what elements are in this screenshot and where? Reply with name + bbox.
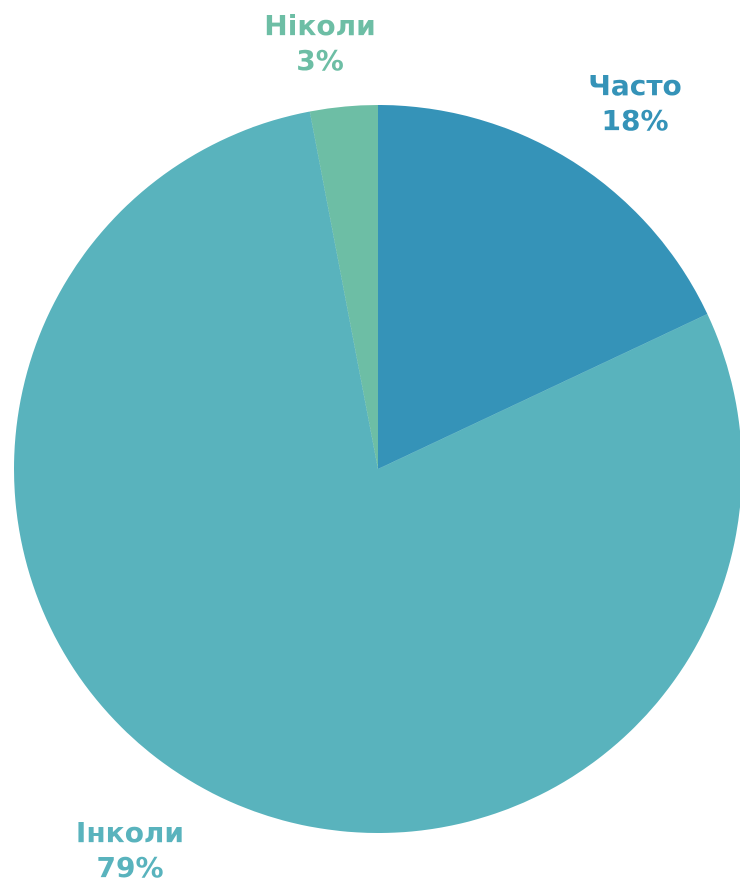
slice-label-inkoly: Інколи 79%: [55, 815, 205, 885]
pie-slice-2: [309, 105, 378, 469]
slice-label-value: 79%: [96, 851, 164, 884]
pie-slice-1: [14, 111, 740, 833]
slice-label-text: Інколи: [75, 816, 185, 849]
slice-label-value: 18%: [601, 104, 669, 137]
slice-label-text: Ніколи: [264, 9, 376, 42]
pie-slice-0: [378, 105, 708, 469]
slice-label-chasto: Часто 18%: [560, 68, 710, 138]
slice-label-text: Часто: [588, 69, 682, 102]
slice-label-nikoly: Ніколи 3%: [245, 8, 395, 78]
slice-label-value: 3%: [296, 44, 344, 77]
